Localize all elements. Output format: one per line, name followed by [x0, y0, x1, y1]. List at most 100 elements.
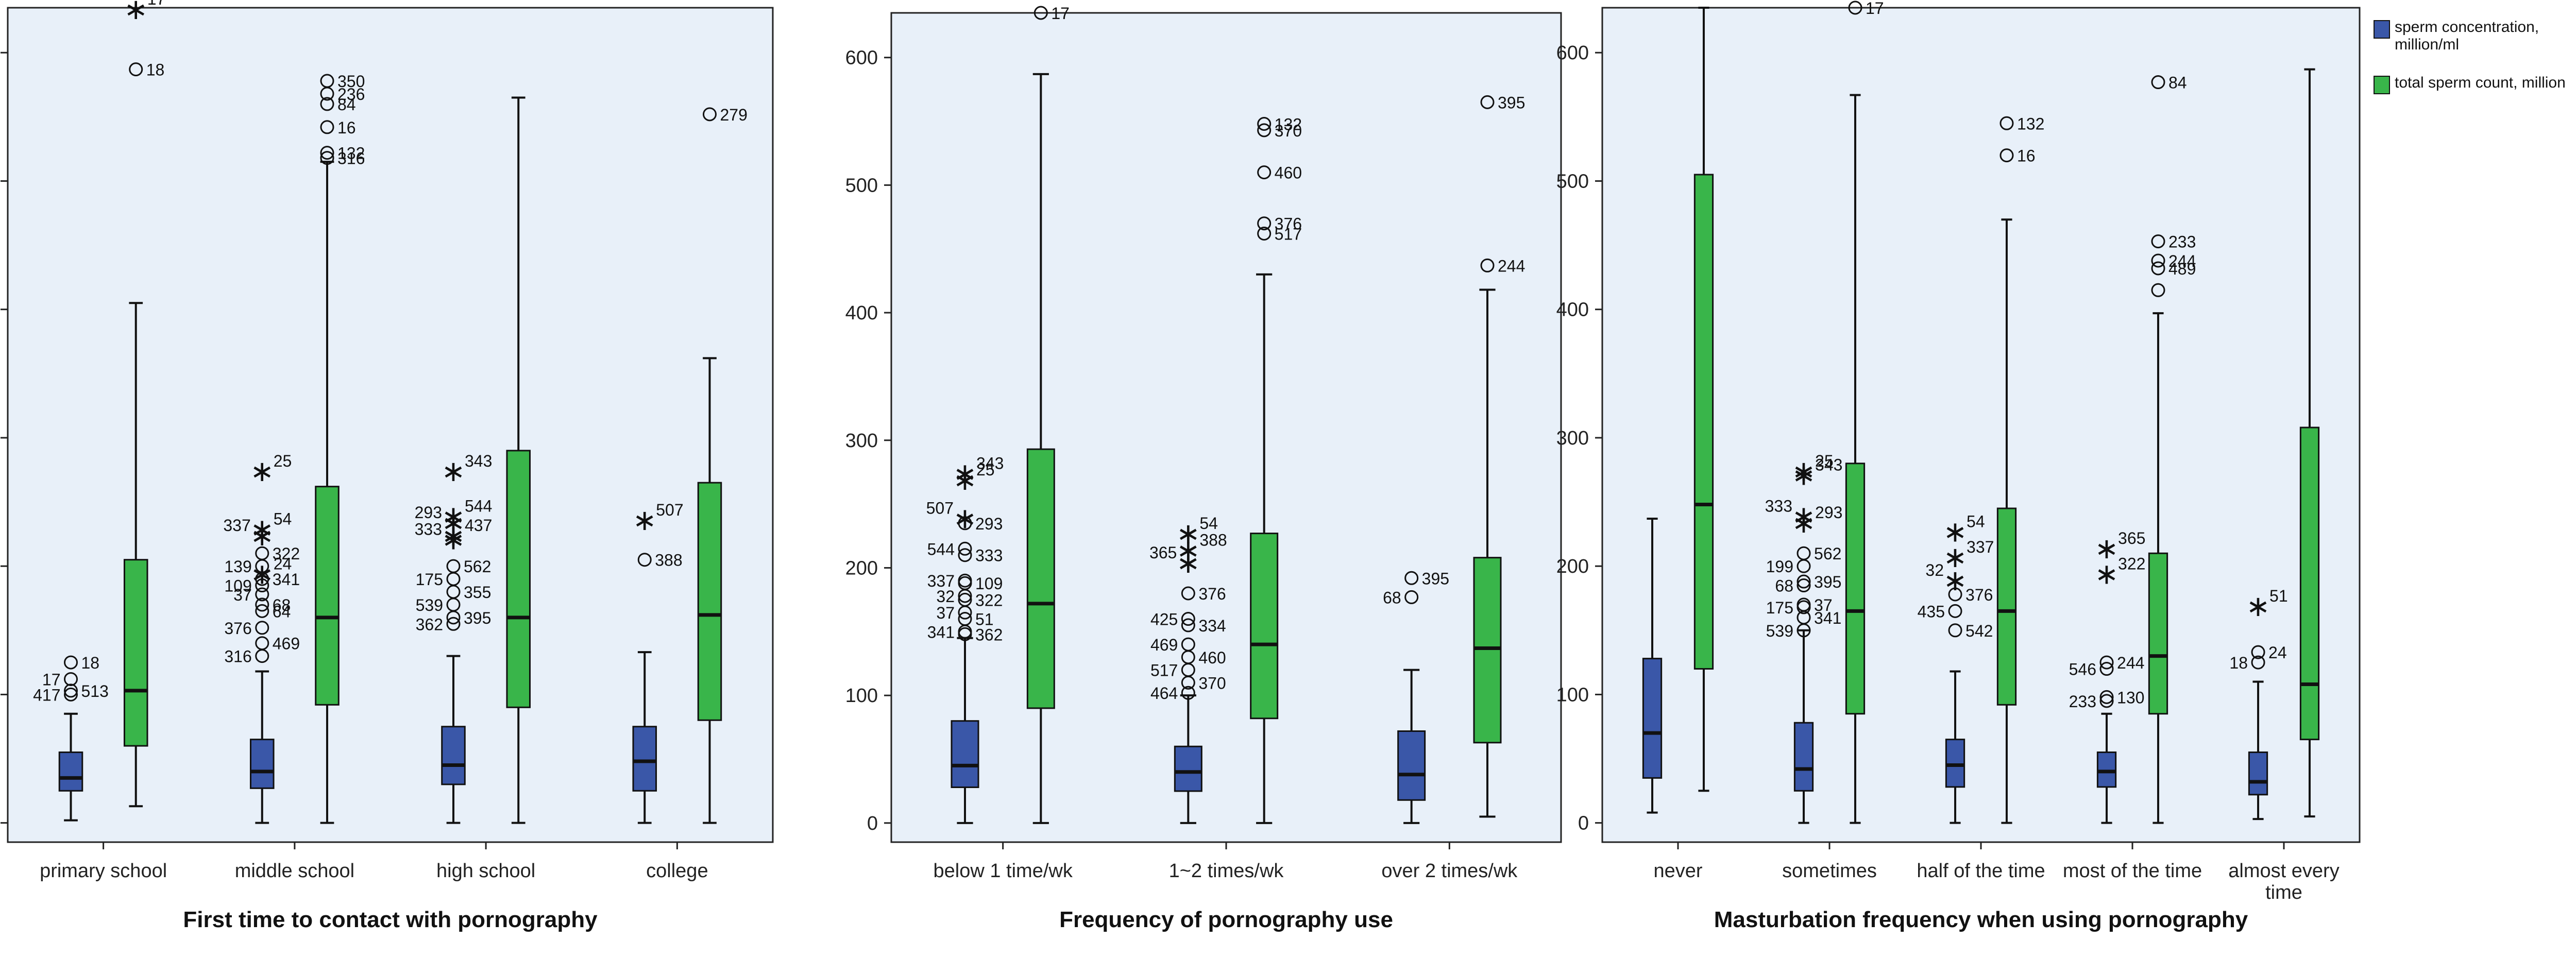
- outlier-point: [255, 621, 269, 635]
- outlier-label: 341: [927, 623, 955, 641]
- outlier-label: 16: [2017, 147, 2036, 165]
- outlier-label: 376: [224, 619, 251, 638]
- outlier-point: [64, 655, 78, 670]
- y-tick-label: 0: [1578, 813, 1589, 834]
- outlier-point: [1797, 623, 1811, 638]
- box-iqr: [506, 450, 531, 708]
- outlier-label: 175: [1766, 599, 1793, 617]
- box-iqr: [1397, 730, 1426, 801]
- plot-area: [1601, 7, 2361, 843]
- x-tick-label: college: [646, 860, 708, 882]
- box-concentration: 388 ∗507: [632, 501, 684, 824]
- x-tick-label: below 1 time/wk: [934, 860, 1073, 882]
- outlier-point: [1948, 604, 1962, 618]
- y-tick-label: 600: [845, 47, 878, 69]
- outlier-label: 517: [1150, 661, 1178, 680]
- extreme-point: ∗: [1792, 500, 1816, 532]
- extreme-label: 25: [274, 452, 292, 470]
- outlier-label: 362: [975, 625, 1003, 644]
- extreme-label: 293: [1815, 503, 1842, 522]
- outlier-point: [2151, 234, 2165, 249]
- outlier-label: 460: [1275, 164, 1302, 182]
- outlier-label: 334: [1198, 617, 1226, 635]
- extreme-label: 25: [1815, 452, 1834, 470]
- outlier-point: [958, 548, 972, 562]
- outlier-point: [2151, 283, 2165, 297]
- outlier-point: [1848, 1, 1862, 15]
- extreme-label: 17: [147, 0, 166, 8]
- extreme-label: 507: [656, 501, 683, 519]
- outlier-label: 469: [1150, 636, 1178, 654]
- outlier-label: 16: [337, 118, 356, 137]
- box-total-count: 279: [697, 106, 748, 824]
- outlier-label: 341: [1814, 609, 1841, 627]
- outlier-label: 32: [936, 587, 955, 606]
- extreme-label: 25: [976, 460, 995, 479]
- outlier-label: 316: [337, 149, 365, 168]
- outlier-label: 68: [1775, 577, 1793, 595]
- extreme-point: ∗: [953, 502, 977, 534]
- extreme-label: 544: [465, 497, 492, 515]
- outlier-label: 376: [1275, 215, 1302, 233]
- outlier-label: 517: [1275, 225, 1302, 244]
- outlier-label: 544: [927, 540, 955, 558]
- outlier-label: 562: [1814, 544, 1841, 563]
- outlier-label: 435: [1918, 602, 1945, 621]
- y-tick-label: 200: [1556, 556, 1589, 577]
- extreme-point: ∗: [1792, 459, 1816, 491]
- chart-panel-1: 0100200300400500600primary school1817513…: [1, 0, 774, 932]
- outlier-point: [1181, 686, 1195, 700]
- extreme-point: ∗: [442, 500, 466, 532]
- outlier-label: 279: [720, 106, 747, 124]
- outlier-point: [2151, 261, 2165, 276]
- legend-swatch: [2374, 76, 2390, 94]
- extreme-label: 337: [1967, 538, 1994, 556]
- legend-label: sperm concentration,: [2395, 19, 2539, 36]
- outlier-point: [1257, 227, 1272, 241]
- outlier-label: 244: [2168, 252, 2196, 270]
- extreme-point: ∗: [2095, 532, 2119, 565]
- outlier-point: [2099, 655, 2114, 670]
- outlier-point: [255, 578, 269, 593]
- extreme-point: ∗: [442, 506, 466, 539]
- outlier-point: [1181, 675, 1195, 690]
- outlier-point: [1480, 95, 1495, 109]
- outlier-point: [2099, 690, 2114, 704]
- outlier-label: 68: [273, 596, 291, 614]
- extreme-label: 54: [274, 509, 292, 528]
- box-iqr: [1693, 174, 1714, 670]
- outlier-label: 460: [1198, 648, 1226, 667]
- outlier-point: [1797, 578, 1811, 593]
- legend-label: million/ml: [2395, 36, 2459, 53]
- box-iqr: [1473, 557, 1502, 744]
- outlier-label: 17: [1866, 0, 1884, 18]
- extreme-point: ∗: [2095, 558, 2119, 590]
- outlier-point: [320, 87, 334, 101]
- outlier-label: 376: [1965, 586, 1993, 604]
- outlier-label: 199: [1766, 557, 1793, 576]
- extreme-point: ∗: [442, 519, 466, 552]
- outlier-label: 370: [1275, 122, 1302, 140]
- plot-area: [7, 7, 774, 843]
- outlier-point: [1257, 216, 1272, 231]
- box-concentration: 395 68: [1383, 569, 1449, 824]
- outlier-point: [637, 553, 652, 567]
- box-concentration: [1642, 517, 1663, 814]
- extreme-point: ∗: [124, 0, 148, 25]
- extreme-point: ∗: [1792, 455, 1816, 487]
- outlier-label: 139: [224, 557, 251, 576]
- extreme-label: 365: [2118, 529, 2145, 548]
- box-iqr: [58, 751, 83, 792]
- y-tick-label: 300: [845, 430, 878, 452]
- outlier-label: 322: [975, 591, 1003, 609]
- outlier-label: 24: [2268, 643, 2287, 662]
- outlier-label: 109: [975, 574, 1003, 593]
- outlier-label: 395: [1814, 573, 1841, 591]
- outlier-label: 395: [1498, 93, 1525, 112]
- box-total-count: [506, 96, 531, 824]
- outlier-label: 244: [1498, 257, 1525, 275]
- x-axis-title: Masturbation frequency when using pornog…: [1714, 907, 2248, 932]
